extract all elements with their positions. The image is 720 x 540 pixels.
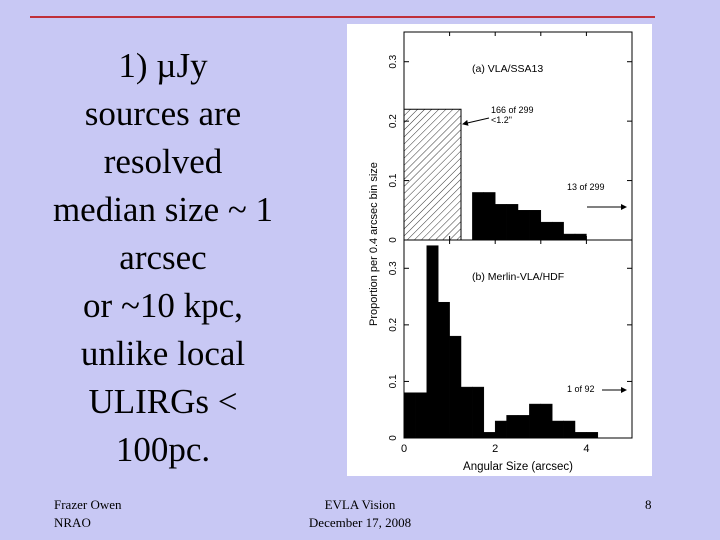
x-tick-label: 4 <box>583 443 589 455</box>
hatched-outline <box>404 108 462 240</box>
histogram-figure: 0 0.1 0.2 0.3 (a) VLA/SSA13 166 of 299 <1.2" 13… <box>347 24 652 476</box>
annotation: 1 of 92 <box>567 384 595 394</box>
footer-author: Frazer Owen NRAO <box>54 496 122 532</box>
histogram-bar <box>472 386 485 439</box>
y-tick-label: 0 <box>388 435 399 441</box>
histogram-bar <box>540 403 553 439</box>
y-tick-label: 0.1 <box>388 374 399 388</box>
footer-event-name: EVLA Vision <box>324 497 396 512</box>
y-tick-label: 0.2 <box>388 317 399 331</box>
y-tick-label: 0.3 <box>388 261 399 275</box>
histogram-bar <box>483 432 496 439</box>
bullet-text: 1) µJy sources are resolved median size … <box>22 42 304 474</box>
bullet-line: 1) µJy <box>118 46 208 85</box>
histogram-bar <box>449 335 462 439</box>
histogram-bar <box>404 109 416 240</box>
annotation: 13 of 299 <box>567 182 605 192</box>
annotation: <1.2" <box>491 115 512 125</box>
histogram-bar <box>437 301 450 439</box>
bullet-line: resolved <box>103 142 223 181</box>
histogram-bar <box>586 432 599 439</box>
figure-y-axis-label: Proportion per 0.4 arcsec bin size <box>368 162 380 326</box>
histogram-bar <box>574 432 587 439</box>
histogram-bar <box>449 109 461 240</box>
y-tick-label: 0 <box>388 237 399 243</box>
histogram-bar <box>551 221 564 241</box>
panel-label: (a) VLA/SSA13 <box>472 63 543 75</box>
y-tick-label: 0.1 <box>388 173 399 187</box>
histogram-bar <box>517 415 530 439</box>
histogram-bar <box>574 233 587 241</box>
annotation: 166 of 299 <box>491 105 534 115</box>
histogram-bar <box>415 109 427 240</box>
histogram-svg: 0 0.1 0.2 0.3 (a) VLA/SSA13 166 of 299<1.2" 13… <box>368 31 633 473</box>
bullet-line: unlike local <box>80 334 246 373</box>
footer-author-org: NRAO <box>54 515 91 530</box>
title-rule <box>30 16 655 18</box>
y-tick-label: 0.3 <box>388 54 399 68</box>
histogram-bar <box>540 221 553 241</box>
bullet-line: median size ~ 1 <box>52 190 274 229</box>
histogram-bar <box>551 420 564 439</box>
panel-label: (b) Merlin-VLA/HDF <box>472 271 564 283</box>
slide-number: 8 <box>645 497 652 512</box>
bullet-line: ULIRGs < <box>88 382 238 421</box>
bullet-line: 100pc. <box>115 430 211 469</box>
histogram-bar <box>529 403 542 439</box>
x-tick-label: 2 <box>492 443 498 455</box>
bullet-line: or ~10 kpc, <box>83 286 243 325</box>
bullet-line: sources are <box>84 94 242 133</box>
histogram-bar <box>529 210 542 241</box>
histogram-bar <box>517 210 530 241</box>
histogram-bar <box>426 109 439 240</box>
footer-event-date: December 17, 2008 <box>308 515 412 530</box>
y-tick-label: 0.2 <box>388 114 399 128</box>
footer-author-name: Frazer Owen <box>54 497 122 512</box>
histogram-bar <box>415 392 428 439</box>
annotation-arrow <box>462 117 490 126</box>
bullet-line: arcsec <box>119 238 207 277</box>
histogram-bar <box>494 204 507 241</box>
histogram-bar <box>563 420 576 439</box>
histogram-bar <box>438 109 450 240</box>
histogram-bar <box>494 420 507 439</box>
x-axis-label: Angular Size (arcsec) <box>463 461 573 473</box>
histogram-bar <box>426 245 439 439</box>
histogram-bar <box>460 386 473 439</box>
footer-event: EVLA Vision December 17, 2008 <box>280 496 440 532</box>
histogram-bar <box>472 192 485 241</box>
x-tick-label: 0 <box>401 443 407 455</box>
histogram-bar <box>403 392 416 439</box>
histogram-bar <box>483 192 496 241</box>
histogram-bar <box>506 415 519 439</box>
histogram-bar <box>563 233 576 241</box>
histogram-bar <box>506 204 519 241</box>
